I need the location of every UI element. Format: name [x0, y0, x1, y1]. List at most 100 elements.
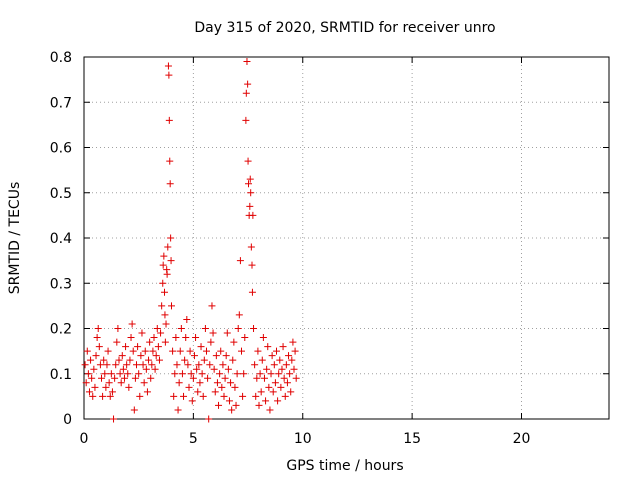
- y-axis-title: SRMTID / TECUs: [7, 182, 23, 295]
- data-point: [205, 415, 213, 423]
- data-point: [165, 71, 173, 79]
- data-point: [108, 388, 116, 396]
- data-point: [248, 288, 256, 296]
- data-point: [125, 383, 133, 391]
- data-point: [83, 347, 91, 355]
- data-point: [173, 361, 181, 369]
- data-point: [161, 288, 168, 296]
- data-point: [101, 370, 109, 378]
- data-point: [213, 379, 221, 387]
- y-tick-label: 0.5: [50, 186, 72, 202]
- data-point: [166, 157, 174, 165]
- data-point: [223, 329, 231, 337]
- data-point: [162, 320, 170, 328]
- data-point: [230, 338, 238, 346]
- data-point: [177, 325, 185, 332]
- data-point: [140, 379, 148, 387]
- data-point: [268, 352, 276, 360]
- data-point: [197, 343, 205, 351]
- data-point: [126, 356, 134, 364]
- data-point: [245, 180, 252, 188]
- data-point: [225, 397, 233, 405]
- data-point: [210, 365, 218, 373]
- data-point: [111, 374, 119, 382]
- axis-ticks: 0 0.1 0.2 0.3 0.4 0.5 0.6 0.7 0.8 0 5 10 15 20: [50, 50, 609, 447]
- data-point: [174, 406, 182, 414]
- data-point: [89, 392, 97, 400]
- data-point: [275, 370, 283, 378]
- data-point: [246, 175, 254, 183]
- data-point: [95, 343, 103, 351]
- y-tick-label: 0.7: [50, 95, 72, 111]
- data-point: [91, 383, 99, 391]
- data-point: [189, 374, 197, 382]
- x-tick-label: 0: [80, 431, 89, 447]
- data-point: [251, 361, 259, 369]
- data-point: [170, 392, 178, 400]
- data-point: [215, 401, 223, 409]
- data-point: [149, 347, 157, 355]
- data-point: [96, 361, 104, 369]
- data-point: [201, 325, 209, 332]
- plot-border: [83, 56, 610, 420]
- data-point: [107, 370, 115, 378]
- data-point: [263, 365, 271, 373]
- y-tick-label: 0.6: [50, 141, 72, 157]
- data-point: [128, 320, 136, 328]
- data-point: [148, 361, 156, 369]
- data-point: [167, 234, 175, 242]
- data-point: [120, 374, 128, 382]
- data-point: [161, 311, 169, 319]
- data-point: [254, 347, 262, 355]
- data-point: [242, 89, 250, 97]
- data-point: [280, 374, 288, 382]
- data-point: [112, 361, 120, 369]
- plot-frame: [83, 56, 610, 420]
- data-point: [152, 352, 160, 360]
- data-point: [138, 329, 146, 337]
- data-point: [90, 365, 98, 373]
- data-point: [288, 356, 296, 364]
- data-point: [183, 315, 191, 323]
- data-point: [290, 365, 298, 373]
- y-tick-label: 0.3: [50, 276, 72, 292]
- data-point: [106, 392, 114, 400]
- data-point: [124, 370, 132, 378]
- data-point: [150, 334, 158, 342]
- x-tick-label: 15: [403, 431, 421, 447]
- data-point: [110, 415, 118, 423]
- data-point: [265, 383, 273, 391]
- data-point: [195, 361, 203, 369]
- data-point: [130, 406, 138, 414]
- y-tick-label: 0.4: [50, 231, 72, 247]
- data-point: [171, 370, 179, 378]
- data-point: [211, 388, 219, 396]
- data-point: [190, 352, 198, 360]
- data-point: [209, 329, 217, 337]
- data-point: [287, 388, 295, 396]
- data-point: [161, 338, 169, 346]
- data-point: [247, 243, 255, 251]
- data-point: [123, 361, 131, 369]
- data-point: [145, 356, 153, 364]
- data-point: [207, 338, 215, 346]
- data-point: [252, 392, 260, 400]
- data-point: [203, 347, 210, 355]
- data-point: [273, 347, 280, 355]
- data-point: [133, 361, 140, 369]
- data-point: [151, 365, 159, 373]
- data-point: [157, 329, 165, 337]
- data-point: [160, 252, 168, 260]
- data-point: [180, 392, 188, 400]
- data-point: [169, 347, 177, 355]
- data-point: [136, 392, 144, 400]
- x-tick-label: 5: [189, 431, 198, 447]
- data-point: [131, 374, 139, 382]
- data-point: [262, 397, 270, 405]
- data-point: [92, 352, 100, 360]
- data-point: [165, 116, 173, 124]
- data-point: [277, 383, 285, 391]
- data-point: [105, 379, 113, 387]
- y-tick-label: 0.2: [50, 322, 72, 338]
